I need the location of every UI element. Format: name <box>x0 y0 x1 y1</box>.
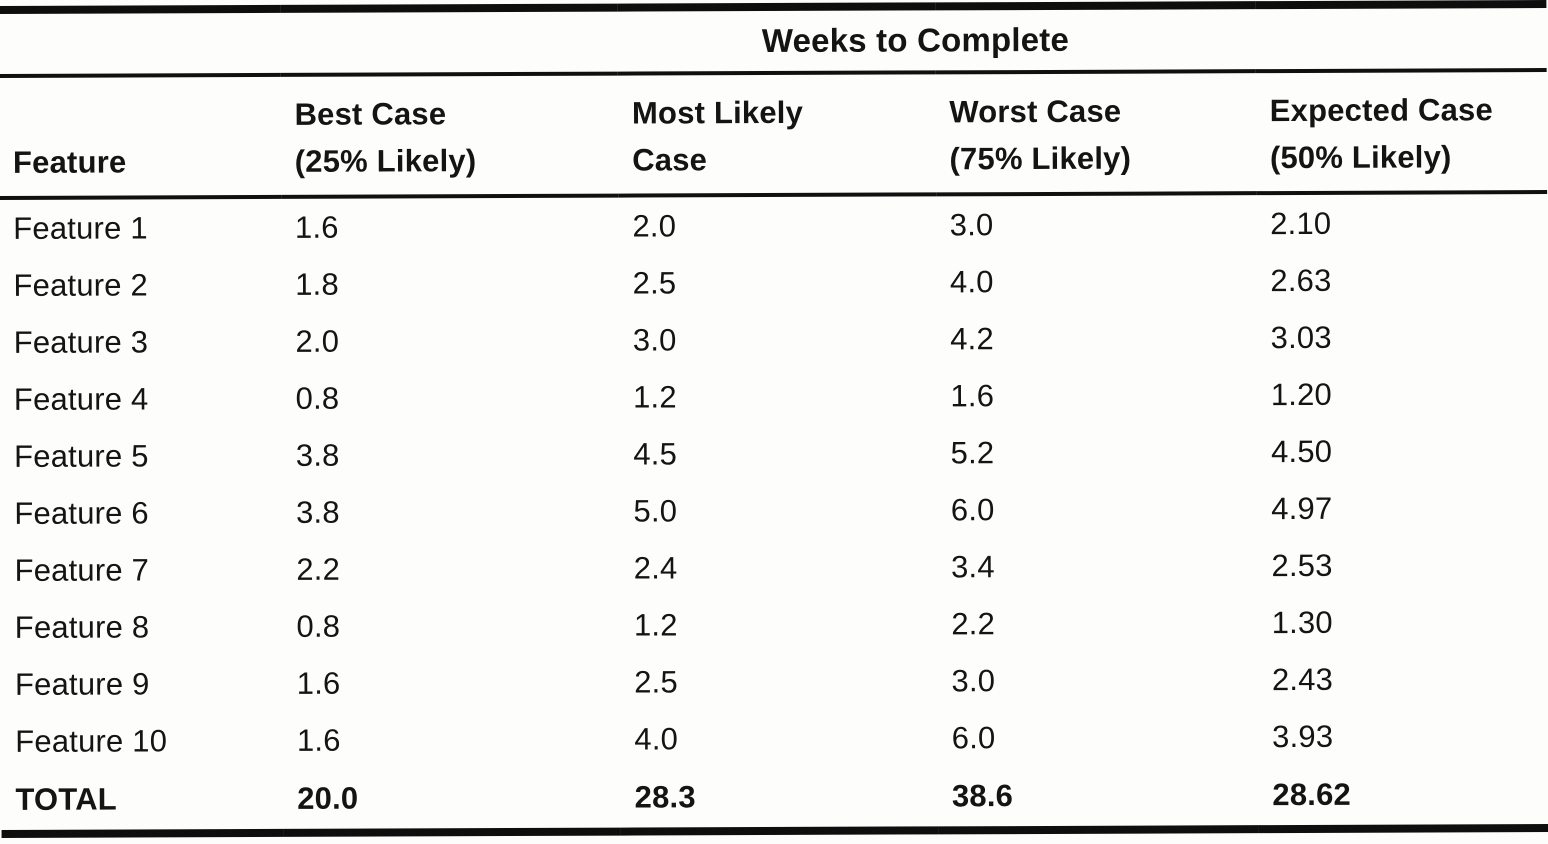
feature-cell: Feature 2 <box>13 266 149 303</box>
table-row: Feature 3 2.0 3.0 4.2 3.03 <box>0 308 1548 371</box>
most-likely-cell: 5.0 <box>633 492 678 529</box>
feature-cell: Feature 5 <box>14 437 149 474</box>
total-label-cell: TOTAL <box>15 781 117 817</box>
best-case-cell: 1.6 <box>294 209 339 245</box>
total-best-case-cell: 20.0 <box>297 780 359 816</box>
expected-case-cell: 2.10 <box>1270 205 1332 241</box>
worst-case-cell: 6.0 <box>951 719 996 755</box>
table-row: Feature 2 1.8 2.5 4.0 2.63 <box>0 251 1548 314</box>
total-expected-case-cell: 28.62 <box>1272 776 1352 813</box>
column-header-most-likely-case: Most Likely Case <box>617 72 936 196</box>
most-likely-cell: 2.5 <box>634 663 678 700</box>
column-header-row: Feature Best Case (25% Likely) Most Like… <box>0 70 1548 198</box>
column-header-best-case: Best Case (25% Likely) <box>280 73 619 197</box>
feature-cell: Feature 6 <box>14 494 149 531</box>
most-likely-cell: 1.2 <box>633 378 677 415</box>
table-row: Feature 4 0.8 1.2 1.6 1.20 <box>0 365 1548 428</box>
best-case-cell: 1.6 <box>296 665 341 701</box>
feature-cell: Feature 9 <box>14 665 150 702</box>
expected-case-cell: 3.03 <box>1270 319 1332 355</box>
most-likely-cell: 3.0 <box>632 321 677 358</box>
table-row: Feature 1 1.6 2.0 3.0 2.10 <box>0 192 1547 257</box>
table-row: Feature 7 2.2 2.4 3.4 2.53 <box>0 536 1548 599</box>
table-row: Feature 8 0.8 1.2 2.2 1.30 <box>1 593 1548 656</box>
expected-case-cell: 1.30 <box>1271 604 1333 640</box>
feature-cell: Feature 3 <box>13 323 149 360</box>
most-likely-cell: 4.5 <box>633 435 678 472</box>
best-case-cell: 1.6 <box>296 722 341 758</box>
spanning-header-row: Weeks to Complete <box>0 4 1547 76</box>
expected-case-cell: 4.97 <box>1271 490 1333 526</box>
best-case-cell: 3.8 <box>295 437 340 473</box>
feature-cell: Feature 1 <box>13 209 148 246</box>
column-header-worst-case: Worst Case (75% Likely) <box>935 71 1257 195</box>
worst-case-cell: 3.0 <box>951 662 996 698</box>
feature-cell: Feature 8 <box>14 608 150 645</box>
total-worst-case-cell: 38.6 <box>951 778 1014 814</box>
expected-case-cell: 2.53 <box>1271 547 1333 583</box>
total-row: TOTAL 20.0 28.3 38.6 28.62 <box>1 764 1548 834</box>
best-case-cell: 0.8 <box>296 608 341 644</box>
best-case-cell: 3.8 <box>295 494 340 530</box>
column-header-feature: Feature <box>0 74 281 198</box>
worst-case-cell: 5.2 <box>950 434 995 470</box>
table-row: Feature 6 3.8 5.0 6.0 4.97 <box>0 479 1548 542</box>
expected-case-cell: 2.43 <box>1271 661 1334 697</box>
best-case-cell: 2.2 <box>296 551 341 587</box>
worst-case-cell: 3.0 <box>949 206 994 242</box>
expected-case-cell: 3.93 <box>1272 718 1334 754</box>
table-row: Feature 9 1.6 2.5 3.0 2.43 <box>1 650 1548 713</box>
worst-case-cell: 4.2 <box>950 320 994 356</box>
most-likely-cell: 2.5 <box>632 264 677 301</box>
expected-case-cell: 2.63 <box>1270 262 1332 298</box>
table-row: Feature 5 3.8 4.5 5.2 4.50 <box>0 422 1548 485</box>
most-likely-cell: 1.2 <box>633 606 678 643</box>
total-most-likely-cell: 28.3 <box>634 779 696 815</box>
worst-case-cell: 6.0 <box>950 491 995 527</box>
feature-cell: Feature 4 <box>13 380 149 417</box>
table-row: Feature 10 1.6 4.0 6.0 3.93 <box>1 707 1548 770</box>
spanning-header-title: Weeks to Complete <box>280 4 1547 75</box>
most-likely-cell: 2.4 <box>633 549 678 586</box>
worst-case-cell: 3.4 <box>950 548 995 584</box>
most-likely-cell: 2.0 <box>632 207 677 244</box>
most-likely-cell: 4.0 <box>634 720 679 757</box>
expected-case-cell: 1.20 <box>1270 376 1333 412</box>
worst-case-cell: 1.6 <box>950 377 995 413</box>
spanning-header-spacer <box>0 8 281 76</box>
best-case-cell: 2.0 <box>295 323 340 359</box>
feature-cell: Feature 10 <box>15 722 168 759</box>
worst-case-cell: 4.0 <box>949 263 994 299</box>
worst-case-cell: 2.2 <box>951 605 996 641</box>
best-case-cell: 0.8 <box>295 380 340 416</box>
column-header-expected-case: Expected Case (50% Likely) <box>1255 70 1548 194</box>
best-case-cell: 1.8 <box>295 266 339 302</box>
expected-case-cell: 4.50 <box>1270 433 1333 469</box>
feature-cell: Feature 7 <box>14 551 150 588</box>
